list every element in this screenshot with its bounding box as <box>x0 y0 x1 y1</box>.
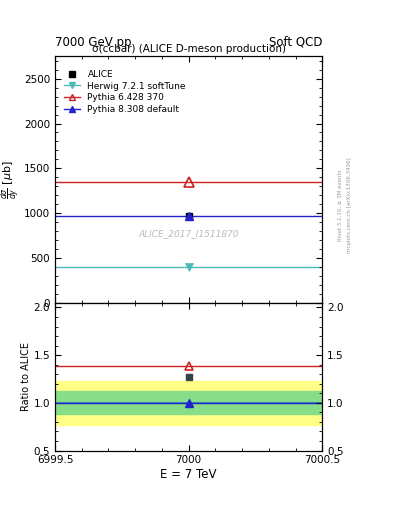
Text: Rivet 3.1.10, ≥ 3M events: Rivet 3.1.10, ≥ 3M events <box>338 169 342 241</box>
Y-axis label: Ratio to ALICE: Ratio to ALICE <box>21 342 31 411</box>
Text: ALICE_2017_I1511870: ALICE_2017_I1511870 <box>138 229 239 238</box>
Y-axis label: $\frac{d\sigma}{dy}$ [$\mu$b]: $\frac{d\sigma}{dy}$ [$\mu$b] <box>0 160 22 199</box>
Bar <box>55 381 322 425</box>
Legend: ALICE, Herwig 7.2.1 softTune, Pythia 6.428 370, Pythia 8.308 default: ALICE, Herwig 7.2.1 softTune, Pythia 6.4… <box>62 68 188 116</box>
Bar <box>55 391 322 414</box>
Text: mcplots.cern.ch [arXiv:1306.3436]: mcplots.cern.ch [arXiv:1306.3436] <box>347 157 352 252</box>
Text: 7000 GeV pp: 7000 GeV pp <box>55 36 132 49</box>
Text: Soft QCD: Soft QCD <box>269 36 322 49</box>
Title: σ(ccbar) (ALICE D-meson production): σ(ccbar) (ALICE D-meson production) <box>92 44 286 54</box>
X-axis label: E = 7 TeV: E = 7 TeV <box>160 468 217 481</box>
